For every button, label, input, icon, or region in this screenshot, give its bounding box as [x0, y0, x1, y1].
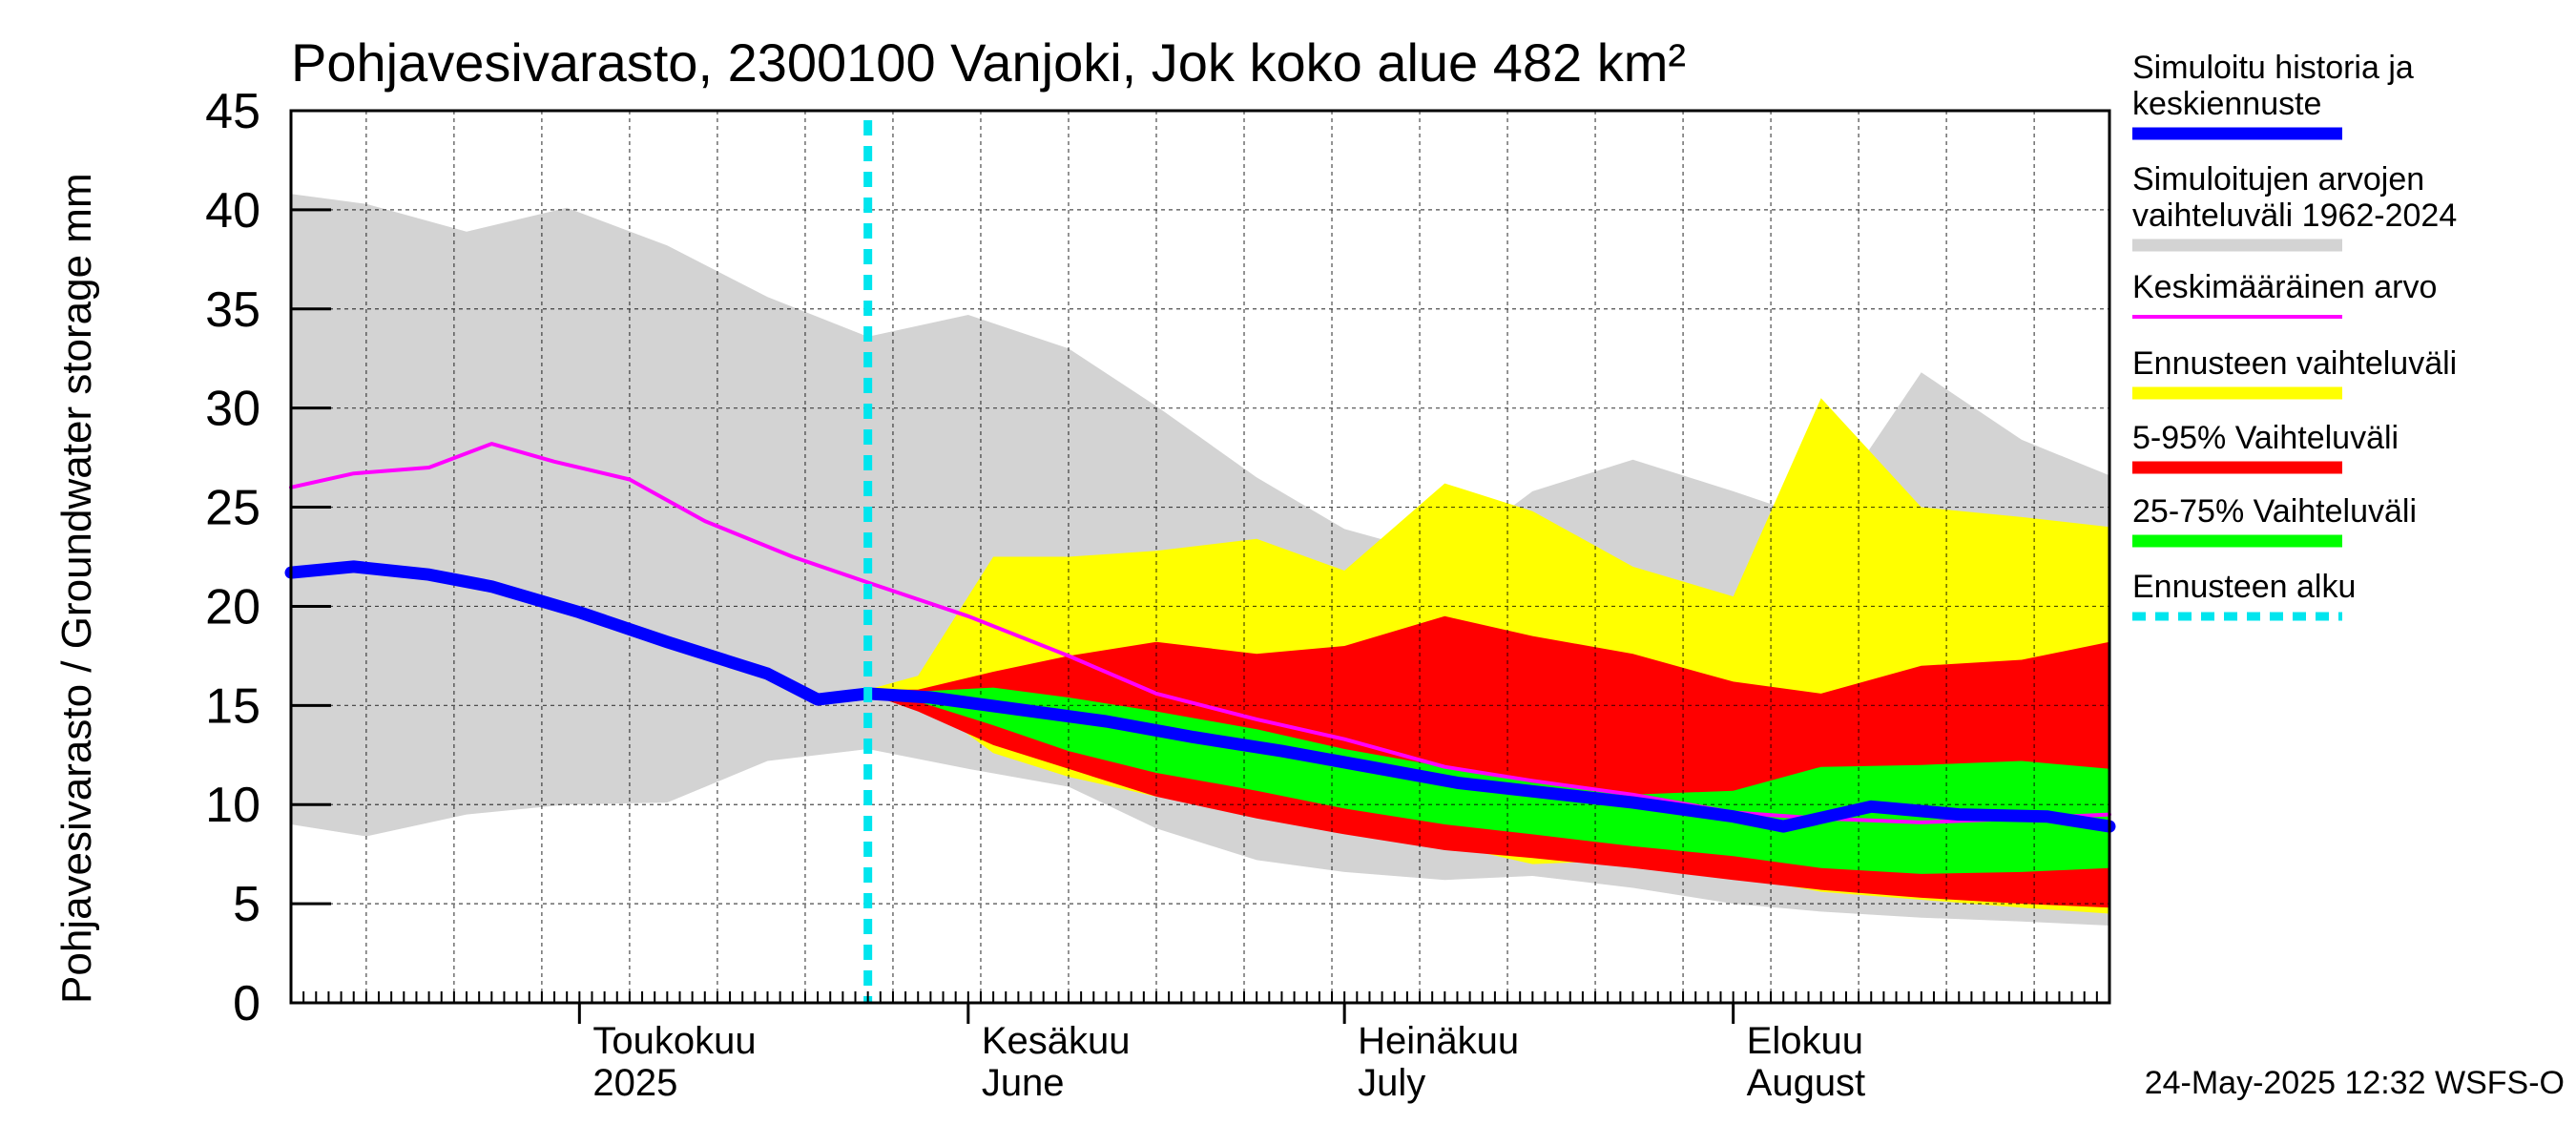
y-axis-label: Pohjavesivarasto / Groundwater storage m…: [53, 173, 100, 1004]
y-tick-label: 15: [205, 678, 260, 734]
x-tick-label-fi: Heinäkuu: [1358, 1020, 1519, 1062]
plot-frame: [289, 109, 2111, 1005]
x-tick-label-en: June: [982, 1062, 1065, 1104]
y-tick-label: 30: [205, 382, 260, 437]
legend-label: keskiennuste: [2132, 86, 2321, 122]
series-lines: [284, 120, 2116, 1003]
legend-label: Ennusteen alku: [2132, 569, 2356, 605]
y-tick-label: 25: [205, 481, 260, 536]
legend-label: Keskimääräinen arvo: [2132, 269, 2437, 305]
y-tick-label: 10: [205, 778, 260, 833]
x-tick-label-en: 2025: [592, 1062, 677, 1104]
plot-area: [284, 109, 2116, 1005]
legend-label: Simuloitu historia ja: [2132, 50, 2414, 86]
x-tick-label-fi: Elokuu: [1747, 1020, 1863, 1062]
y-tick-label: 40: [205, 183, 260, 239]
y-tick-label: 45: [205, 84, 260, 139]
timestamp-footer: 24-May-2025 12:32 WSFS-O: [2145, 1065, 2565, 1101]
legend-label: 5-95% Vaihteluväli: [2132, 420, 2399, 456]
y-axis-ticks: 0 5 10 15 20 25 30 35 40 45: [205, 84, 331, 1031]
x-tick-label-en: July: [1358, 1062, 1425, 1104]
y-tick-label: 5: [233, 877, 260, 932]
x-tick-label-en: August: [1747, 1062, 1866, 1104]
chart-title: Pohjavesivarasto, 2300100 Vanjoki, Jok k…: [291, 32, 1686, 93]
legend-label: vaihteluväli 1962-2024: [2132, 198, 2457, 234]
x-tick-label-fi: Kesäkuu: [982, 1020, 1131, 1062]
line-simuloitu-historia-ja-keskiennuste: [284, 560, 2116, 833]
y-tick-label: 0: [233, 976, 260, 1031]
line-keskim-r-inen-arvo: [289, 442, 2111, 824]
y-tick-label: 20: [205, 579, 260, 635]
legend-label: Simuloitujen arvojen: [2132, 161, 2424, 198]
x-tick-label-fi: Toukokuu: [592, 1020, 756, 1062]
legend-label: Ennusteen vaihteluväli: [2132, 345, 2457, 382]
legend-label: 25-75% Vaihteluväli: [2132, 493, 2417, 530]
y-tick-label: 35: [205, 282, 260, 338]
